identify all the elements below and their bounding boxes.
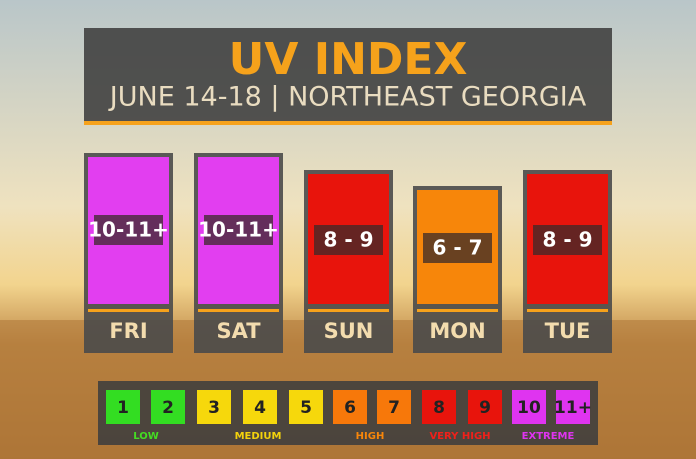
range-box	[204, 215, 273, 245]
level-label: 2	[162, 398, 174, 418]
level-swatch	[151, 390, 185, 424]
level-swatch	[333, 390, 367, 424]
level-label: 6	[344, 398, 356, 418]
level-swatch	[468, 390, 502, 424]
group-label: MEDIUM	[235, 431, 282, 442]
level-label: 11+	[554, 398, 592, 418]
level-swatch	[289, 390, 323, 424]
group-label: VERY HIGH	[429, 431, 490, 442]
level-swatch	[106, 390, 140, 424]
bar-rule	[198, 309, 279, 312]
uv-range: 8 - 9	[542, 228, 592, 252]
title: UV INDEX	[229, 34, 468, 85]
day-label: SAT	[216, 319, 261, 343]
header-rule	[84, 121, 612, 125]
subtitle: JUNE 14-18 | NORTHEAST GEORGIA	[108, 82, 587, 113]
level-label: 7	[388, 398, 400, 418]
level-label: 10	[517, 398, 541, 418]
level-label: 5	[300, 398, 312, 418]
day-label: SUN	[324, 319, 374, 343]
level-label: 8	[433, 398, 445, 418]
level-swatch	[377, 390, 411, 424]
day-label: TUE	[545, 319, 591, 343]
bar-rule	[527, 309, 608, 312]
group-label: EXTREME	[522, 431, 575, 442]
level-label: 3	[208, 398, 220, 418]
level-label: 9	[479, 398, 491, 418]
range-box	[94, 215, 163, 245]
range-box	[423, 233, 492, 263]
level-swatch	[422, 390, 456, 424]
header-box	[84, 28, 612, 125]
level-label: 4	[254, 398, 266, 418]
group-label: HIGH	[356, 431, 385, 442]
day-label: MON	[429, 319, 485, 343]
level-swatch	[512, 390, 546, 424]
day-label: FRI	[109, 319, 147, 343]
uv-range: 6 - 7	[432, 236, 482, 260]
uv-range: 8 - 9	[323, 228, 373, 252]
uv-range: 10-11+	[88, 218, 169, 242]
level-swatch	[556, 390, 590, 424]
level-swatch	[197, 390, 231, 424]
bar-rule	[308, 309, 389, 312]
bar-rule	[88, 309, 169, 312]
level-swatch	[243, 390, 277, 424]
level-label: 1	[117, 398, 129, 418]
range-box	[533, 225, 602, 255]
uv-range: 10-11+	[198, 218, 279, 242]
range-box	[314, 225, 383, 255]
group-label: LOW	[133, 431, 159, 442]
bar-rule	[417, 309, 498, 312]
